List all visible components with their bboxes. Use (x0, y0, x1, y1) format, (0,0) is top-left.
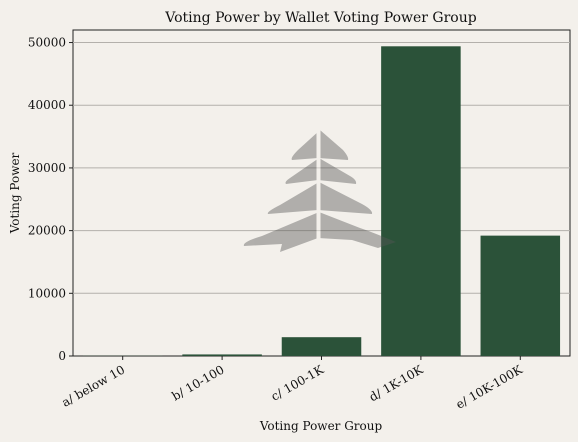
bar-3 (381, 46, 461, 357)
x-tick-label-4: e/ 10K-100K (453, 362, 525, 412)
pine-tree-logo-icon (243, 128, 396, 252)
y-tick-label-3: 30000 (28, 161, 66, 175)
y-tick-label-2: 20000 (28, 224, 66, 238)
bar-1 (182, 354, 262, 356)
x-tick-label-2: c/ 100-1K (269, 362, 327, 404)
y-tick-label-5: 50000 (28, 36, 66, 50)
bar-2 (281, 337, 362, 356)
bars (82, 46, 561, 357)
y-axis-label: Voting Power (8, 152, 22, 234)
x-axis-label: Voting Power Group (259, 419, 383, 433)
x-tick-label-0: a/ below 10 (59, 362, 127, 409)
x-tick-label-3: d/ 1K-10K (367, 362, 426, 404)
y-tick-label-1: 10000 (28, 286, 66, 300)
x-tick-label-1: b/ 10-100 (170, 362, 227, 403)
bar-4 (480, 235, 561, 356)
y-tick-label-4: 40000 (28, 98, 66, 112)
y-tick-label-0: 0 (58, 349, 66, 363)
chart-title: Voting Power by Wallet Voting Power Grou… (164, 10, 476, 26)
